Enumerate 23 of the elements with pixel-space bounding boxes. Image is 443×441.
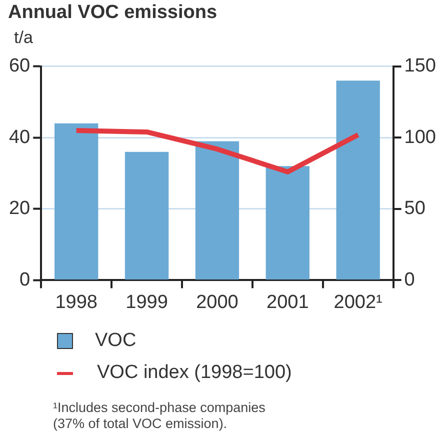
bar <box>266 166 310 280</box>
y2-tick-label: 0 <box>404 269 415 290</box>
chart-title: Annual VOC emissions <box>8 2 218 24</box>
legend-label: VOC <box>95 330 136 352</box>
x-tick-label: 1998 <box>55 292 98 313</box>
y-tick-label: 20 <box>8 198 30 220</box>
x-tick-label: 1999 <box>126 292 168 313</box>
y-tick-label: 60 <box>8 56 30 77</box>
bar <box>336 80 380 280</box>
x-tick-label: 2002¹ <box>334 292 382 313</box>
y2-tick-label: 150 <box>404 56 436 77</box>
bar <box>54 123 98 280</box>
y-tick-label: 0 <box>20 269 30 290</box>
y2-tick-label: 50 <box>404 198 426 220</box>
y-axis-title: t/a <box>14 28 33 48</box>
x-tick-label: 2000 <box>196 292 238 313</box>
text: ¹Includes second-phase companies (37% of total VOC emission). <box>53 400 266 432</box>
bar <box>195 141 240 280</box>
legend-label: VOC index (1998=100) <box>97 362 292 384</box>
y-tick-label: 40 <box>8 126 30 148</box>
y2-tick-label: 100 <box>404 126 436 148</box>
bar <box>124 152 169 280</box>
x-tick-label: 2001 <box>266 292 309 313</box>
